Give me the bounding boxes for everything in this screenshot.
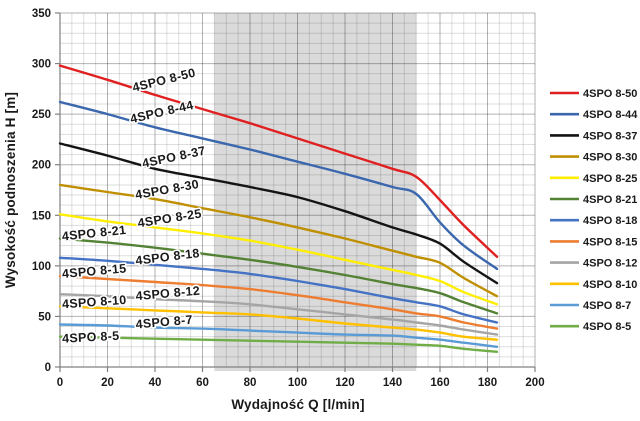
curve-label-4spo-8-7: 4SPO 8-7 (135, 313, 193, 332)
legend-label-4spo-8-5: 4SPO 8-5 (583, 321, 631, 333)
x-tick-label: 200 (525, 377, 544, 389)
y-tick-label: 150 (32, 210, 51, 222)
curve-4spo-8-12 (58, 293, 499, 336)
y-tick-label: 50 (38, 311, 51, 323)
legend-label-4spo-8-30: 4SPO 8-30 (583, 152, 637, 164)
legend-label-4spo-8-44: 4SPO 8-44 (583, 109, 638, 121)
y-tick-label: 0 (45, 362, 51, 374)
legend-label-4spo-8-18: 4SPO 8-18 (583, 215, 637, 227)
legend-label-4spo-8-50: 4SPO 8-50 (583, 88, 637, 100)
curve-4spo-8-44 (58, 100, 499, 271)
curve-4spo-8-15 (58, 274, 499, 330)
legend-item-4spo-8-21: 4SPO 8-21 (550, 194, 637, 206)
x-tick-label: 40 (149, 377, 162, 389)
legend-label-4spo-8-10: 4SPO 8-10 (583, 279, 637, 291)
curve-label-4spo-8-25: 4SPO 8-25 (137, 206, 203, 230)
legend-item-4spo-8-18: 4SPO 8-18 (550, 215, 637, 227)
legend-item-4spo-8-37: 4SPO 8-37 (550, 130, 637, 142)
x-tick-label: 60 (196, 377, 209, 389)
curve-label-4spo-8-50: 4SPO 8-50 (131, 66, 197, 95)
legend: 4SPO 8-50 4SPO 8-44 4SPO 8-37 4SPO 8-30 4SPO… (550, 88, 638, 333)
legend-item-4spo-8-12: 4SPO 8-12 (550, 258, 637, 270)
y-axis-title: Wysokość podnoszenia H [m] (3, 92, 18, 288)
legend-label-4spo-8-12: 4SPO 8-12 (583, 258, 637, 270)
legend-item-4spo-8-7: 4SPO 8-7 (550, 300, 631, 312)
legend-item-4spo-8-44: 4SPO 8-44 (550, 109, 638, 121)
curve-4spo-8-7 (58, 323, 499, 348)
legend-label-4spo-8-37: 4SPO 8-37 (583, 130, 637, 142)
curve-4spo-8-30 (58, 183, 499, 298)
curve-label-4spo-8-5: 4SPO 8-5 (62, 329, 120, 346)
legend-item-4spo-8-50: 4SPO 8-50 (550, 88, 637, 100)
y-tick-label: 200 (32, 160, 51, 172)
legend-item-4spo-8-5: 4SPO 8-5 (550, 321, 631, 333)
x-tick-label: 160 (430, 377, 449, 389)
legend-item-4spo-8-10: 4SPO 8-10 (550, 279, 637, 291)
x-tick-label: 180 (478, 377, 497, 389)
x-tick-label: 20 (101, 377, 114, 389)
curve-label-4spo-8-37: 4SPO 8-37 (141, 144, 207, 171)
y-tick-label: 350 (32, 8, 51, 20)
curve-4spo-8-10 (58, 305, 499, 341)
curve-label-4spo-8-44: 4SPO 8-44 (129, 98, 195, 126)
axes-layer: 0 20 40 60 80 100 120 140 160 180 200 0 50 100 150 200 2… (32, 8, 545, 389)
legend-label-4spo-8-25: 4SPO 8-25 (583, 173, 637, 185)
curve-4spo-8-5 (58, 335, 499, 353)
legend-label-4spo-8-15: 4SPO 8-15 (583, 236, 637, 248)
curve-4spo-8-25 (58, 213, 499, 306)
curve-4spo-8-21 (58, 237, 499, 315)
legend-item-4spo-8-15: 4SPO 8-15 (550, 236, 637, 248)
curve-4spo-8-37 (58, 142, 499, 285)
curve-4spo-8-18 (58, 256, 499, 324)
x-axis-title: Wydajność Q [l/min] (231, 397, 364, 412)
x-tick-label: 80 (244, 377, 257, 389)
y-tick-label: 300 (32, 59, 51, 71)
legend-label-4spo-8-21: 4SPO 8-21 (583, 194, 637, 206)
x-tick-label: 100 (288, 377, 307, 389)
x-tick-label: 140 (383, 377, 402, 389)
legend-item-4spo-8-25: 4SPO 8-25 (550, 173, 637, 185)
x-tick-label: 120 (335, 377, 354, 389)
legend-label-4spo-8-7: 4SPO 8-7 (583, 300, 631, 312)
curve-label-4spo-8-15: 4SPO 8-15 (61, 261, 127, 281)
y-tick-label: 100 (32, 261, 51, 273)
legend-item-4spo-8-30: 4SPO 8-30 (550, 152, 637, 164)
y-tick-label: 250 (32, 109, 51, 121)
operating-range-band-layer (214, 13, 417, 371)
curve-4spo-8-50 (58, 64, 499, 258)
curve-label-4spo-8-10: 4SPO 8-10 (62, 293, 127, 311)
operating-range-band (214, 13, 417, 371)
x-tick-label: 0 (57, 377, 63, 389)
curves-layer (58, 64, 499, 353)
